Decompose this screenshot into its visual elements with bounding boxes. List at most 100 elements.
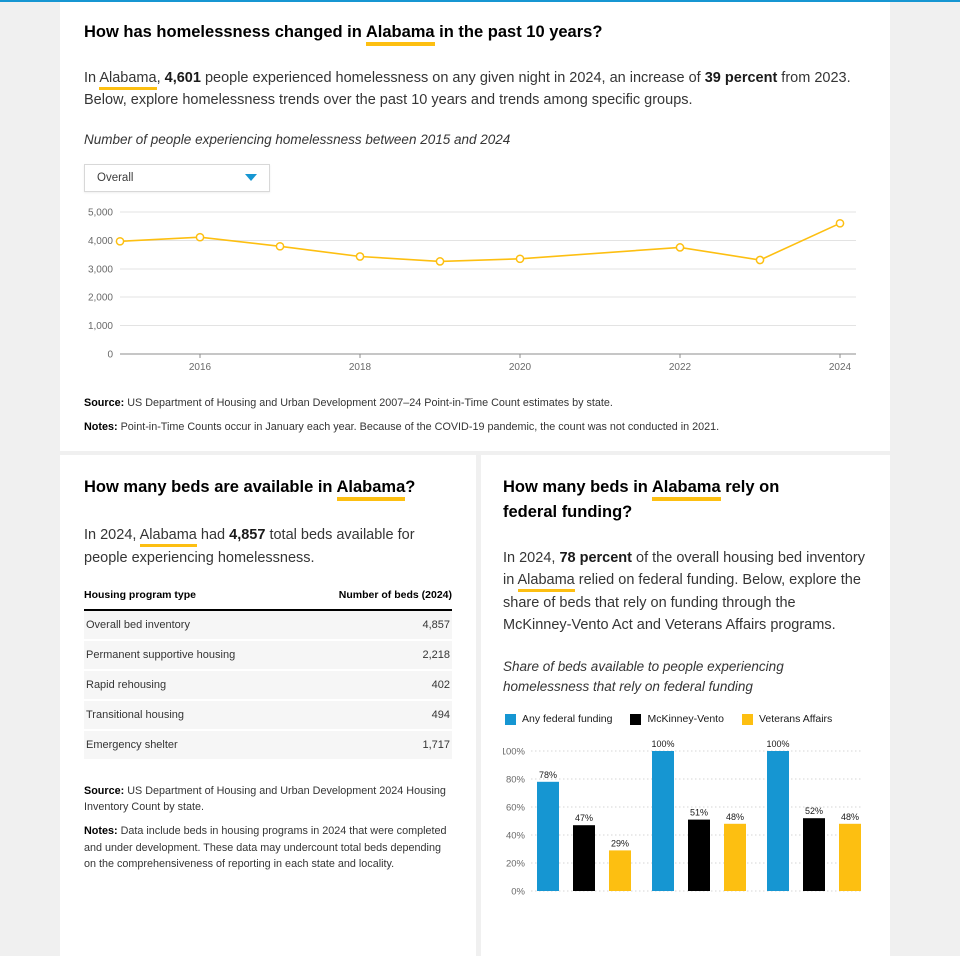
svg-text:48%: 48% <box>841 812 859 822</box>
title-text: How has homelessness changed in <box>84 23 366 41</box>
notes-text: Point-in-Time Counts occur in January ea… <box>117 421 720 434</box>
source-label: Source: <box>84 785 125 797</box>
notes-label: Notes: <box>84 421 118 434</box>
table-notes: Notes: Data include beds in housing prog… <box>84 823 452 872</box>
chevron-down-icon <box>245 174 257 182</box>
svg-text:2020: 2020 <box>509 362 532 373</box>
homeless-count: 4,601 <box>164 69 201 86</box>
percent-change: 39 percent <box>704 69 778 86</box>
trends-intro: In Alabama, 4,601 people experienced hom… <box>84 67 866 112</box>
state-highlight: Alabama <box>651 478 721 502</box>
svg-text:78%: 78% <box>539 770 557 780</box>
source-text: US Department of Housing and Urban Devel… <box>124 396 613 409</box>
intro-text: , <box>156 69 165 86</box>
svg-text:4,000: 4,000 <box>88 236 113 247</box>
svg-text:51%: 51% <box>690 808 708 818</box>
beds-count: 4,857 <box>229 527 266 544</box>
column-header-program: Housing program type <box>84 589 297 611</box>
legend-item-veterans-affairs: Veterans Affairs <box>741 713 833 726</box>
legend-label: McKinney-Vento <box>647 713 724 726</box>
svg-text:3,000: 3,000 <box>88 264 113 275</box>
alabama-link[interactable]: Alabama <box>139 527 197 548</box>
homelessness-trend-line-chart: 0 1,000 2,000 3,000 4,000 5,000 2016 2018 2020 20… <box>84 202 866 381</box>
program-cell: Overall bed inventory <box>84 610 297 641</box>
beds-cell: 1,717 <box>296 730 452 761</box>
beds-cell: 494 <box>296 700 452 731</box>
blue-swatch-icon <box>505 713 516 725</box>
intro-text: In 2024, <box>503 549 560 566</box>
chart-legend: Any federal funding McKinney-Vento Veter… <box>505 713 868 725</box>
title-text: How many beds in <box>503 478 652 497</box>
svg-text:2024: 2024 <box>829 362 852 373</box>
beds-cell: 402 <box>296 670 452 701</box>
table-row: Permanent supportive housing 2,218 <box>84 640 452 671</box>
source-text: US Department of Housing and Urban Devel… <box>84 785 446 814</box>
chart-notes: Notes: Point-in-Time Counts occur in Jan… <box>84 419 866 435</box>
beds-intro: In 2024, Alabama had 4,857 total beds av… <box>84 524 452 569</box>
svg-text:29%: 29% <box>611 839 629 849</box>
table-source: Source: US Department of Housing and Urb… <box>84 783 452 815</box>
program-cell: Transitional housing <box>84 700 297 731</box>
legend-item-mckinney-vento: McKinney-Vento <box>630 713 724 726</box>
program-cell: Permanent supportive housing <box>84 640 297 671</box>
beds-cell: 2,218 <box>296 640 452 671</box>
page: How has homelessness changed in Alabama … <box>60 2 890 956</box>
program-cell: Emergency shelter <box>84 730 297 761</box>
top-border <box>0 0 960 2</box>
svg-text:5,000: 5,000 <box>88 207 113 218</box>
federal-funding-card: How many beds in Alabama rely on federal… <box>481 455 890 956</box>
svg-text:2022: 2022 <box>669 362 692 373</box>
alabama-link[interactable]: Alabama <box>99 69 157 90</box>
svg-text:100%: 100% <box>766 739 789 749</box>
dropdown-value: Overall <box>97 171 134 184</box>
state-highlight: Alabama <box>336 478 406 502</box>
svg-text:2016: 2016 <box>189 362 212 373</box>
state-highlight: Alabama <box>365 23 435 46</box>
svg-text:80%: 80% <box>506 775 526 786</box>
svg-text:60%: 60% <box>506 803 526 814</box>
svg-text:2,000: 2,000 <box>88 293 113 304</box>
table-row: Overall bed inventory 4,857 <box>84 610 452 641</box>
beds-table: Housing program type Number of beds (202… <box>84 589 452 761</box>
table-row: Emergency shelter 1,717 <box>84 730 452 761</box>
column-header-beds: Number of beds (2024) <box>296 589 452 611</box>
federal-funding-bar-chart: 100% 80% 60% 40% 20% 0% 78% 100% 100% 47% 51% 52% 29… <box>501 737 868 932</box>
intro-text: from 2023. Below, explore homelessness t… <box>84 69 851 109</box>
beds-card-title: How many beds are available in Alabama? <box>84 475 452 502</box>
funding-card-title: How many beds in Alabama rely on federal… <box>503 475 833 525</box>
source-label: Source: <box>84 396 125 409</box>
bottom-cards-row: How many beds are available in Alabama? … <box>60 455 890 956</box>
svg-text:52%: 52% <box>805 806 823 816</box>
intro-text: people experienced homelessness on any g… <box>200 69 705 86</box>
intro-text: relied on federal funding. Below, explor… <box>503 572 861 634</box>
program-cell: Rapid rehousing <box>84 670 297 701</box>
svg-text:1,000: 1,000 <box>88 321 113 332</box>
svg-text:100%: 100% <box>651 739 674 749</box>
bar-chart-title: Share of beds available to people experi… <box>503 658 784 694</box>
svg-text:100%: 100% <box>503 747 526 758</box>
trends-card-title: How has homelessness changed in Alabama … <box>84 20 866 46</box>
beds-cell: 4,857 <box>296 610 452 641</box>
table-row: Transitional housing 494 <box>84 700 452 731</box>
title-text: ? <box>405 478 416 497</box>
svg-text:0: 0 <box>107 349 113 360</box>
alabama-link[interactable]: Alabama <box>517 572 575 593</box>
svg-text:40%: 40% <box>506 831 526 842</box>
intro-text: of the overall housing bed inventory in <box>503 549 865 589</box>
intro-text: had <box>196 527 230 544</box>
legend-label: Veterans Affairs <box>758 713 833 726</box>
notes-text: Data include beds in housing programs in… <box>84 825 447 870</box>
intro-text: total beds available for people experien… <box>84 527 415 566</box>
funding-percent: 78 percent <box>559 549 632 566</box>
svg-text:48%: 48% <box>726 812 744 822</box>
svg-text:20%: 20% <box>506 859 526 870</box>
yellow-swatch-icon <box>741 713 753 725</box>
svg-text:47%: 47% <box>575 813 593 823</box>
black-swatch-icon <box>630 713 642 725</box>
svg-text:0%: 0% <box>511 887 525 898</box>
group-dropdown[interactable]: Overall <box>84 163 270 192</box>
beds-card: How many beds are available in Alabama? … <box>60 455 476 956</box>
trends-card: How has homelessness changed in Alabama … <box>60 2 890 452</box>
chart-source: Source: US Department of Housing and Urb… <box>84 395 866 411</box>
svg-text:2018: 2018 <box>349 362 372 373</box>
